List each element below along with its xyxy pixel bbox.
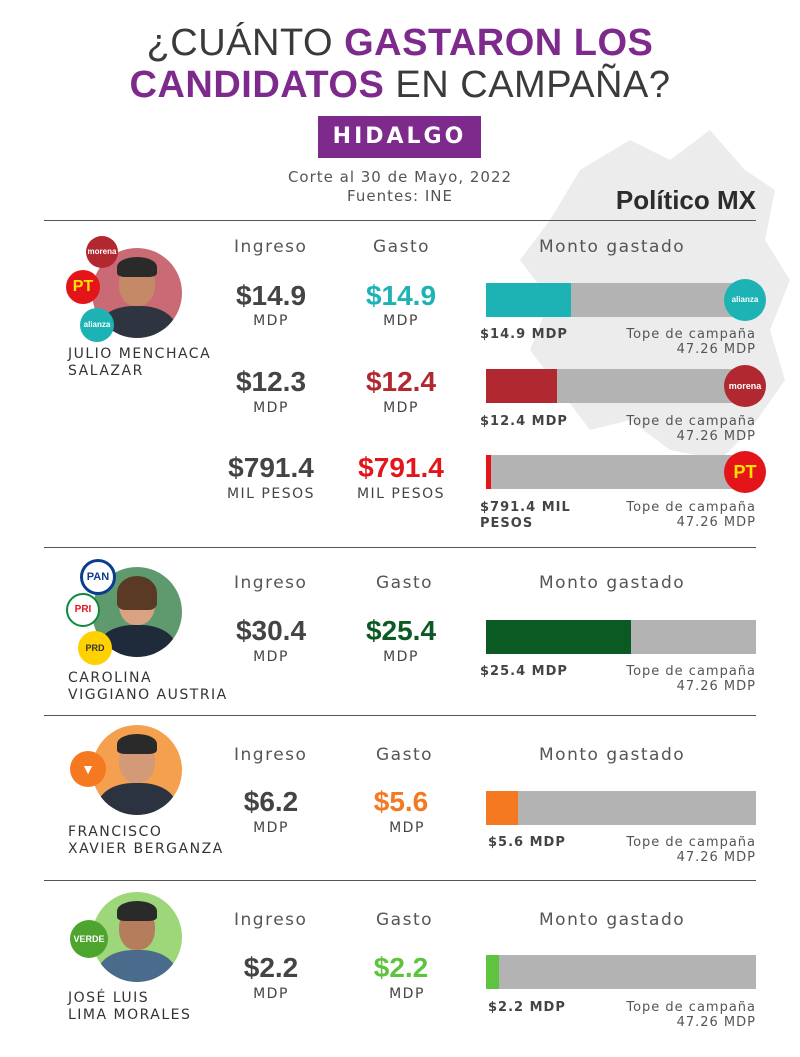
prd-logo: PRD [78,631,112,665]
alianza-logo: alianza [724,279,766,321]
bar-value-label: $14.9 MDP [480,327,568,342]
ingreso-value: $12.3 [235,366,307,397]
ingreso-unit: MDP [253,986,289,1002]
gasto-unit: MDP [383,649,419,665]
spending-bar-fill [486,955,499,989]
ingreso-unit: MDP [253,313,289,329]
column-header-ingreso: Ingreso [234,910,308,930]
column-header-gasto: Gasto [376,745,434,765]
ingreso-value: $30.4 [235,615,307,646]
pt-logo: PT [66,270,100,304]
campaign-cap-label: Tope de campaña 47.26 MDP [626,835,756,865]
pt-logo: PT [724,451,766,493]
gasto-unit: MDP [389,820,425,836]
column-header-ingreso: Ingreso [234,745,308,765]
campaign-cap-label: Tope de campaña 47.26 MDP [626,1000,756,1030]
alianza-logo: alianza [80,308,114,342]
ingreso-unit: MIL PESOS [226,486,316,502]
gasto-value: $25.4 [365,615,437,646]
spending-bar-fill [486,369,557,403]
campaign-cap-label: Tope de campaña 47.26 MDP [626,414,756,444]
spending-bar-fill [486,455,491,489]
column-header-ingreso: Ingreso [234,573,308,593]
ingreso-unit: MDP [253,820,289,836]
morena-logo: morena [86,236,118,268]
candidate-name: JOSÉ LUIS LIMA MORALES [68,990,192,1023]
gasto-unit: MIL PESOS [356,486,446,502]
column-header-monto: Monto gastado [539,573,686,593]
page-title: ¿CUÁNTO GASTARON LOS CANDIDATOS EN CAMPA… [129,22,671,106]
avatar [92,892,182,982]
ingreso-unit: MDP [253,400,289,416]
pri-logo: PRI [66,593,100,627]
spending-bar [486,955,756,989]
spending-bar [486,369,756,403]
gasto-unit: MDP [383,313,419,329]
bar-value-label: $2.2 MDP [488,1000,566,1015]
bar-value-label: $25.4 MDP [480,664,568,679]
column-header-gasto: Gasto [376,910,434,930]
spending-bar-fill [486,283,572,317]
gasto-unit: MDP [383,400,419,416]
morena-logo: morena [724,365,766,407]
spending-bar [486,620,756,654]
gasto-value: $5.6 [373,786,429,817]
avatar [92,248,182,338]
column-header-monto: Monto gastado [539,745,686,765]
spending-bar [486,455,756,489]
column-header-ingreso: Ingreso [234,237,308,257]
divider [44,547,756,548]
spending-bar-fill [486,620,632,654]
gasto-unit: MDP [389,986,425,1002]
bar-value-label: $791.4 MIL PESOS [480,500,571,531]
campaign-cap-label: Tope de campaña 47.26 MDP [626,327,756,357]
candidate-name: CAROLINA VIGGIANO AUSTRIA [68,670,228,703]
state-badge: HIDALGO [318,116,481,158]
column-header-monto: Monto gastado [539,237,686,257]
gasto-value: $14.9 [365,280,437,311]
gasto-value: $2.2 [373,952,429,983]
ingreso-value: $14.9 [235,280,307,311]
divider [44,880,756,881]
pan-logo: PAN [80,559,116,595]
divider [44,220,756,221]
divider [44,715,756,716]
spending-bar-fill [486,791,518,825]
cutoff-date: Corte al 30 de Mayo, 2022 [287,168,513,186]
ingreso-unit: MDP [253,649,289,665]
candidate-name: FRANCISCO XAVIER BERGANZA [68,824,224,857]
spending-bar [486,791,756,825]
brand-logo: Político MX [615,185,756,215]
sources-note: Fuentes: INE [347,187,453,205]
ingreso-value: $2.2 [243,952,299,983]
campaign-cap-label: Tope de campaña 47.26 MDP [626,500,756,530]
campaign-cap-label: Tope de campaña 47.26 MDP [626,664,756,694]
column-header-gasto: Gasto [373,237,431,257]
column-header-monto: Monto gastado [539,910,686,930]
bar-value-label: $5.6 MDP [488,835,566,850]
bar-value-label: $12.4 MDP [480,414,568,429]
ingreso-value: $6.2 [243,786,299,817]
ingreso-value: $791.4 [228,452,314,483]
candidate-name: JULIO MENCHACA SALAZAR [68,346,212,379]
verde-logo: VERDE [70,920,108,958]
movimiento-ciudadano-logo: ▼ [70,751,106,787]
gasto-value: $791.4 [358,452,444,483]
gasto-value: $12.4 [365,366,437,397]
column-header-gasto: Gasto [376,573,434,593]
avatar [92,725,182,815]
spending-bar [486,283,756,317]
